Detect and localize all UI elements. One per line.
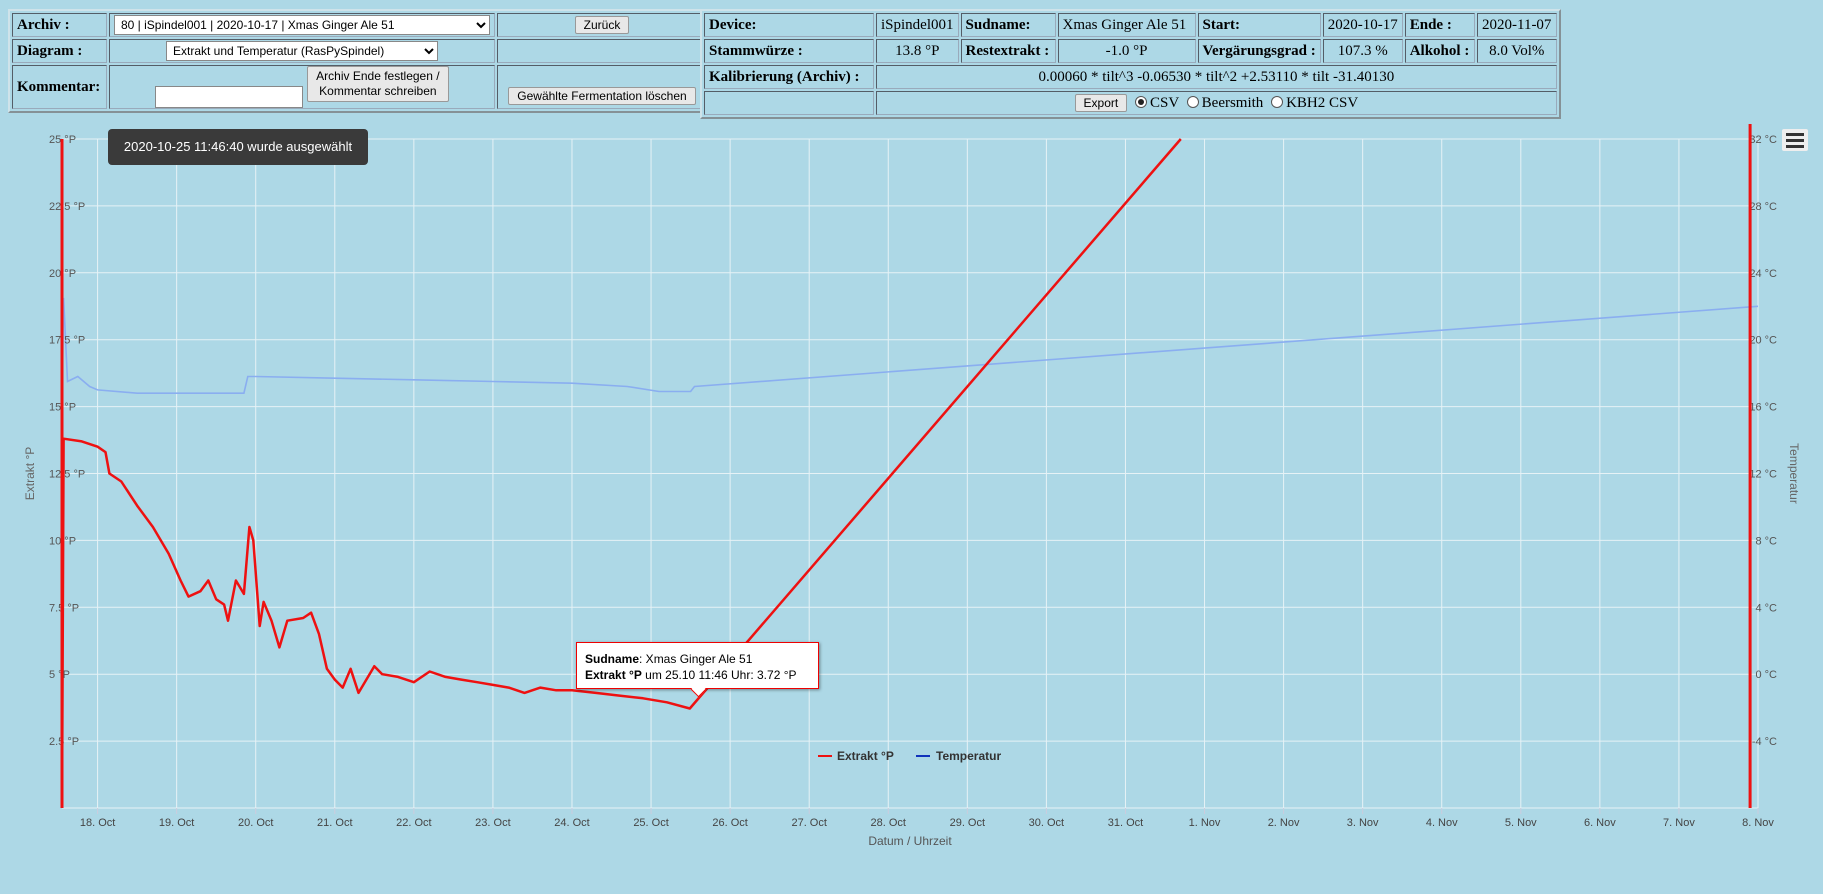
vergaerung-label: Vergärungsgrad : [1197,39,1321,63]
x-tick-label: 7. Nov [1663,817,1695,829]
selection-note: 2020-10-25 11:46:40 wurde ausgewählt [108,129,368,165]
kbh2-option-label: KBH2 CSV [1286,95,1359,111]
x-tick-label: 8. Nov [1742,817,1774,829]
y-left-tick-label: 5 °P [49,669,70,681]
export-button[interactable]: Export [1074,94,1128,112]
tooltip-extrakt-label: Extrakt °P [585,668,642,682]
radio-icon[interactable] [1134,96,1147,108]
chart-grid [62,138,1759,809]
temperatur-line [61,297,1759,407]
radio-icon[interactable] [1271,96,1284,108]
y-right-tick-label: 0 °C [1755,669,1777,681]
x-tick-label: 3. Nov [1347,817,1379,829]
y-right-tick-label: -4 °C [1752,736,1777,748]
sudname-label: Sudname: [960,13,1056,37]
fermentation-chart[interactable]: 2.5 °P5 °P7.5 °P10 °P12.5 °P15 °P17.5 °P… [0,118,1823,894]
stammwuerze-label: Stammwürze : [704,39,874,63]
extrakt-line [60,138,1182,808]
x-tick-label: 25. Oct [633,817,668,829]
kommentar-input[interactable] [155,86,304,108]
data-tooltip: Sudname: Xmas Ginger Ale 51 Extrakt °P u… [576,642,819,689]
hamburger-menu-icon[interactable] [1782,129,1808,151]
x-tick-label: 6. Nov [1584,817,1616,829]
temperatur-series [61,297,1759,407]
diagram-label: Diagram : [12,39,107,63]
y-right-tick-label: 16 °C [1749,402,1777,414]
fermentation-loeschen-button[interactable]: Gewählte Fermentation löschen [508,87,696,105]
fermentation-info-panel: Device: iSpindel001 Sudname: Xmas Ginger… [700,9,1561,119]
x-axis-title: Datum / Uhrzeit [868,834,952,848]
x-tick-label: 31. Oct [1108,817,1143,829]
tooltip-extrakt-value: um 25.10 11:46 Uhr: 3.72 °P [641,668,797,682]
device-value: iSpindel001 [876,13,959,37]
x-tick-label: 24. Oct [554,817,589,829]
x-tick-label: 5. Nov [1505,817,1537,829]
ende-label: Ende : [1404,13,1475,37]
zurueck-button[interactable]: Zurück [574,16,630,34]
archiv-label: Archiv : [12,13,107,37]
x-tick-label: 4. Nov [1426,817,1458,829]
archiv-ende-button[interactable]: Archiv Ende festlegen / Kommentar schreib… [307,66,449,102]
y-left-tick-label: 2.5 °P [49,736,79,748]
export-row: Export CSV Beersmith KBH2 CSV [876,91,1557,115]
extrakt-series [60,138,1182,808]
y-right-tick-label: 32 °C [1749,134,1777,146]
kalibrierung-label: Kalibrierung (Archiv) : [704,65,874,89]
restextrakt-value: -1.0 °P [1057,39,1196,63]
sudname-value: Xmas Ginger Ale 51 [1057,13,1196,37]
tooltip-name-value: : Xmas Ginger Ale 51 [639,652,753,666]
y-right-tick-label: 24 °C [1749,268,1777,280]
radio-icon[interactable] [1186,96,1199,108]
ende-value: 2020-11-07 [1476,13,1557,37]
legend-temperatur-label[interactable]: Temperatur [936,749,1001,763]
chart-axes: 2.5 °P5 °P7.5 °P10 °P12.5 °P15 °P17.5 °P… [23,124,1801,848]
y-right-tick-label: 28 °C [1749,201,1777,213]
x-tick-label: 20. Oct [238,817,273,829]
x-tick-label: 26. Oct [712,817,747,829]
archiv-select[interactable]: 80 | iSpindel001 | 2020-10-17 | Xmas Gin… [114,15,490,35]
kommentar-label: Kommentar: [12,65,107,109]
x-tick-label: 21. Oct [317,817,352,829]
x-tick-label: 27. Oct [791,817,826,829]
y-left-tick-label: 12.5 °P [49,469,85,481]
restextrakt-label: Restextrakt : [960,39,1056,63]
x-tick-label: 1. Nov [1189,817,1221,829]
x-tick-label: 19. Oct [159,817,194,829]
x-tick-label: 18. Oct [80,817,115,829]
chart-legend[interactable]: Extrakt °P Temperatur [818,749,1001,763]
x-tick-label: 28. Oct [871,817,906,829]
y-left-tick-label: 22.5 °P [49,201,85,213]
tooltip-name-label: Sudname [585,652,640,666]
y-right-tick-label: 12 °C [1749,469,1777,481]
x-tick-label: 2. Nov [1268,817,1300,829]
x-tick-label: 22. Oct [396,817,431,829]
start-label: Start: [1197,13,1321,37]
alkohol-label: Alkohol : [1404,39,1475,63]
y-right-tick-label: 4 °C [1755,602,1777,614]
x-tick-label: 23. Oct [475,817,510,829]
legend-extrakt-label[interactable]: Extrakt °P [837,749,894,763]
start-value: 2020-10-17 [1322,13,1403,37]
y-right-tick-label: 20 °C [1749,335,1777,347]
archive-control-panel: Archiv : 80 | iSpindel001 | 2020-10-17 |… [8,9,711,113]
x-tick-label: 29. Oct [950,817,985,829]
device-label: Device: [704,13,874,37]
vergaerung-value: 107.3 % [1322,39,1403,63]
y-left-axis-title: Extrakt °P [23,447,37,500]
stammwuerze-value: 13.8 °P [876,39,959,63]
csv-option-label: CSV [1149,95,1179,111]
diagram-select[interactable]: Extrakt und Temperatur (RasPySpindel) [166,41,438,61]
y-left-tick-label: 7.5 °P [49,602,79,614]
y-right-tick-label: 8 °C [1755,535,1777,547]
x-tick-label: 30. Oct [1029,817,1064,829]
y-right-axis-title: Temperatur [1787,443,1801,504]
y-left-tick-label: 17.5 °P [49,335,85,347]
kalibrierung-value: 0.00060 * tilt^3 -0.06530 * tilt^2 +2.53… [876,65,1557,89]
alkohol-value: 8.0 Vol% [1476,39,1557,63]
beersmith-option-label: Beersmith [1201,95,1264,111]
